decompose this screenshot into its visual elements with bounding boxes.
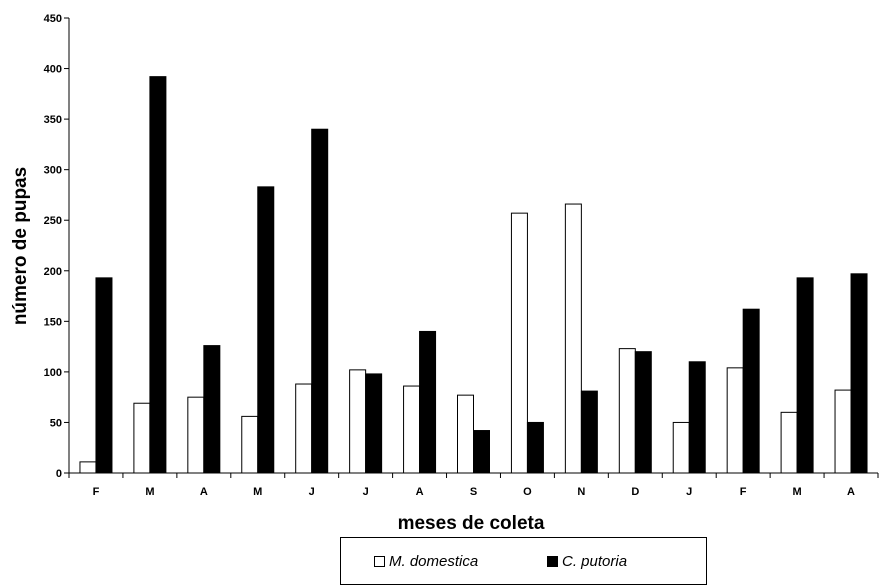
bar-c-putoria — [365, 373, 383, 474]
bar-m-domestica — [510, 212, 528, 474]
bar-c-putoria — [580, 390, 598, 474]
x-tick-label: N — [577, 486, 585, 498]
bar-c-putoria — [796, 277, 814, 474]
legend-swatch-white — [374, 556, 385, 567]
x-tick-label: A — [200, 486, 208, 498]
bar-m-domestica — [780, 411, 798, 474]
x-tick-label: F — [740, 486, 747, 498]
x-tick-label: A — [416, 486, 424, 498]
x-tick-label: J — [363, 486, 369, 498]
y-tick-label: 450 — [44, 13, 62, 25]
bar-c-putoria — [95, 277, 113, 474]
y-tick-label: 300 — [44, 165, 62, 177]
bar-c-putoria — [203, 345, 221, 474]
bar-c-putoria — [311, 128, 329, 474]
bar-c-putoria — [850, 273, 868, 474]
bar-m-domestica — [187, 396, 205, 474]
x-tick-label: F — [93, 486, 100, 498]
legend-label: C. putoria — [562, 553, 628, 570]
x-tick-label: M — [793, 486, 802, 498]
bar-m-domestica — [349, 369, 367, 474]
x-tick-label: M — [253, 486, 262, 498]
x-tick-label: D — [631, 486, 639, 498]
y-tick-label: 200 — [44, 266, 62, 278]
bar-m-domestica — [241, 415, 259, 474]
bar-c-putoria — [473, 430, 490, 474]
y-axis-title: número de pupas — [10, 167, 31, 325]
bar-c-putoria — [149, 76, 167, 474]
legend-item-m-domestica: M. domestica — [374, 553, 478, 570]
legend: M. domestica C. putoria — [340, 537, 707, 585]
y-tick-labels: 0 50 100 150 200 250 300 350 400 450 — [44, 13, 62, 480]
bar-c-putoria — [257, 186, 275, 474]
y-tick-label: 250 — [44, 215, 62, 227]
x-tick-label: A — [847, 486, 855, 498]
bar-c-putoria — [688, 361, 706, 474]
x-tick-label: J — [309, 486, 315, 498]
bar-c-putoria — [419, 330, 437, 474]
bar-m-domestica — [403, 385, 421, 474]
legend-item-c-putoria: C. putoria — [547, 553, 627, 570]
x-tick-label: S — [470, 486, 477, 498]
bar-c-putoria — [634, 351, 652, 474]
y-tick-label: 0 — [56, 468, 62, 480]
bar-m-domestica — [834, 389, 852, 474]
bar-c-putoria — [526, 421, 544, 474]
legend-swatch-black — [547, 556, 558, 567]
x-axis-title: meses de coleta — [398, 513, 545, 534]
bar-c-putoria — [742, 308, 760, 474]
bars — [79, 76, 868, 474]
y-tick-label: 50 — [50, 417, 62, 429]
bar-m-domestica — [457, 394, 474, 474]
bar-m-domestica — [618, 348, 636, 474]
x-tick-label: J — [686, 486, 692, 498]
axes — [64, 17, 879, 478]
bar-m-domestica — [79, 461, 97, 474]
bar-m-domestica — [672, 421, 690, 474]
x-tick-label: M — [145, 486, 154, 498]
y-tick-label: 100 — [44, 367, 62, 379]
y-tick-label: 150 — [44, 316, 62, 328]
bar-m-domestica — [133, 402, 151, 474]
bar-m-domestica — [726, 367, 744, 474]
y-tick-label: 400 — [44, 64, 62, 76]
bar-m-domestica — [564, 203, 582, 474]
legend-label: M. domestica — [389, 553, 479, 570]
x-tick-label: O — [523, 486, 532, 498]
y-tick-label: 350 — [44, 114, 62, 126]
bar-m-domestica — [295, 383, 313, 474]
